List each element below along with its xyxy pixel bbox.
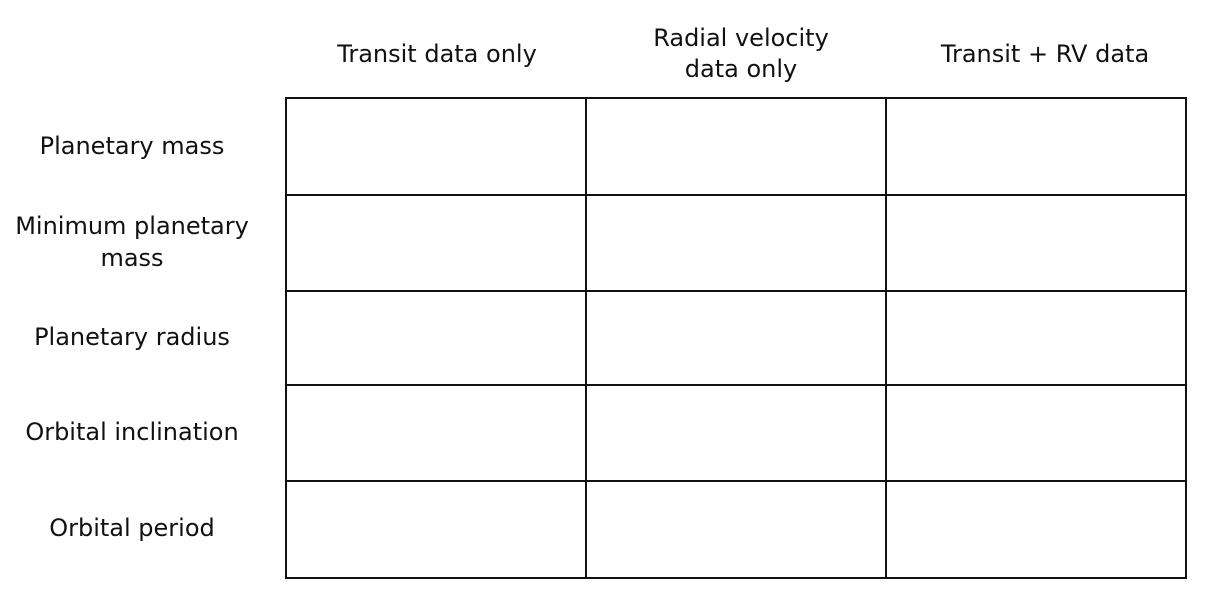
- row-label-planetary-mass: Planetary mass: [39, 132, 225, 160]
- table-row: [285, 384, 1187, 482]
- table-cell[interactable]: [585, 97, 887, 196]
- table-row: [285, 480, 1187, 579]
- row-label-orbital-inclination: Orbital inclination: [25, 418, 239, 446]
- table-cell[interactable]: [285, 384, 587, 482]
- table-row: [285, 194, 1187, 292]
- column-header-transit-rv: Transit + RV data: [940, 39, 1150, 68]
- table-row: [285, 290, 1187, 386]
- row-labels: Planetary mass Minimum planetary mass Pl…: [0, 98, 264, 576]
- table-cell[interactable]: [885, 480, 1187, 579]
- table-cell[interactable]: [585, 480, 887, 579]
- table-cell[interactable]: [585, 384, 887, 482]
- table-cell[interactable]: [285, 480, 587, 579]
- table-cell[interactable]: [885, 384, 1187, 482]
- table-cell[interactable]: [285, 290, 587, 386]
- table-cell[interactable]: [885, 194, 1187, 292]
- row-label-orbital-period: Orbital period: [49, 514, 215, 542]
- table-row: [285, 97, 1187, 196]
- column-header-transit: Transit data only: [337, 39, 537, 68]
- table-cell[interactable]: [285, 97, 587, 196]
- table-cell[interactable]: [585, 290, 887, 386]
- answer-grid: [285, 97, 1187, 579]
- column-header-radial-velocity: Radial velocity data only: [653, 24, 829, 83]
- table-cell[interactable]: [885, 97, 1187, 196]
- table-cell[interactable]: [885, 290, 1187, 386]
- table-cell[interactable]: [585, 194, 887, 292]
- table-cell[interactable]: [285, 194, 587, 292]
- column-headers: Transit data only Radial velocity data o…: [285, 16, 1197, 92]
- row-label-planetary-radius: Planetary radius: [34, 323, 230, 351]
- row-label-minimum-planetary-mass: Minimum planetary mass: [15, 212, 249, 272]
